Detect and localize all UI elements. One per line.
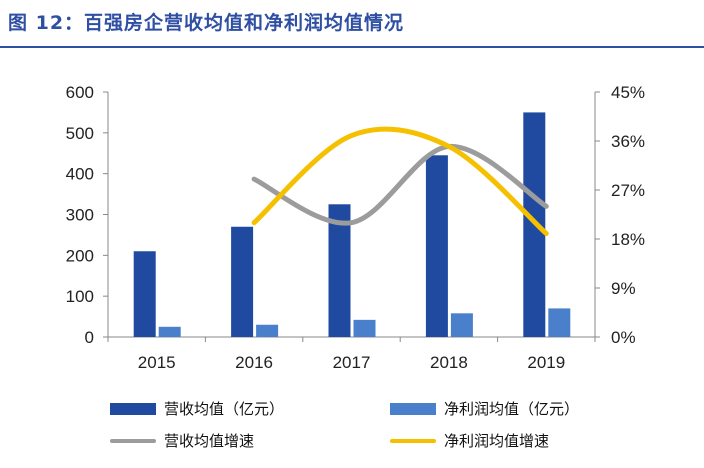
x-tick-label: 2019 <box>527 353 565 372</box>
right-tick-label: 36% <box>611 132 645 151</box>
right-tick-label: 27% <box>611 181 645 200</box>
legend-swatch-revenue-growth <box>110 438 156 443</box>
left-tick-label: 400 <box>66 165 94 184</box>
legend-swatch-profit-growth <box>390 438 436 443</box>
profit-bar <box>256 324 279 337</box>
profit-bar <box>450 313 473 337</box>
legend-revenue-growth: 营收均值增速 <box>110 430 254 451</box>
left-tick-label: 600 <box>66 83 94 102</box>
right-tick-label: 9% <box>611 279 636 298</box>
right-tick-label: 45% <box>611 83 645 102</box>
legend-label-profit: 净利润均值（亿元） <box>444 400 580 418</box>
x-tick-label: 2017 <box>333 353 371 372</box>
legend-profit-growth: 净利润均值增速 <box>390 430 549 451</box>
left-tick-label: 300 <box>66 206 94 225</box>
left-tick-label: 100 <box>66 287 94 306</box>
left-tick-label: 500 <box>66 124 94 143</box>
right-tick-label: 0% <box>611 328 636 347</box>
title-underline <box>0 46 704 48</box>
figure-title: 图 12：百强房企营收均值和净利润均值情况 <box>8 12 405 34</box>
revenue-bar <box>231 226 254 337</box>
profit-bar <box>158 326 181 337</box>
legend-swatch-profit <box>390 402 436 415</box>
revenue-growth-line <box>251 143 549 226</box>
left-tick-label: 0 <box>85 328 94 347</box>
x-tick-label: 2018 <box>430 353 468 372</box>
profit-bar <box>353 319 376 337</box>
legend-revenue-bar: 营收均值（亿元） <box>110 398 284 419</box>
revenue-bar <box>328 204 351 337</box>
revenue-bar <box>133 251 156 337</box>
legend-label-revenue-growth: 营收均值增速 <box>164 432 255 450</box>
left-tick-label: 200 <box>66 246 94 265</box>
profit-bar <box>548 308 571 337</box>
right-tick-label: 18% <box>611 230 645 249</box>
legend-label-profit-growth: 净利润均值增速 <box>444 432 550 450</box>
legend-label-revenue: 营收均值（亿元） <box>164 400 285 418</box>
revenue-bar <box>425 155 448 337</box>
profit-growth-line <box>251 126 549 237</box>
x-tick-label: 2016 <box>235 353 273 372</box>
legend-swatch-revenue <box>110 402 156 415</box>
x-tick-label: 2015 <box>138 353 176 372</box>
legend-profit-bar: 净利润均值（亿元） <box>390 398 579 419</box>
